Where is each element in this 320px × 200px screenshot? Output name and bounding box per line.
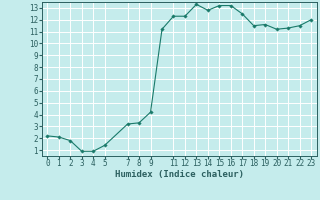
X-axis label: Humidex (Indice chaleur): Humidex (Indice chaleur): [115, 170, 244, 179]
